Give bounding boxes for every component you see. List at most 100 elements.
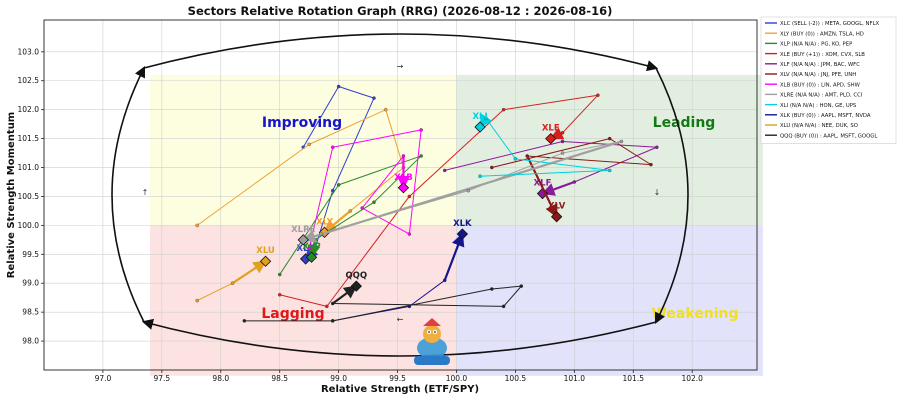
y-tick-label: 99.5 bbox=[22, 250, 39, 259]
trail-point bbox=[649, 162, 653, 167]
trail-point bbox=[419, 154, 423, 158]
trail-point bbox=[466, 188, 471, 193]
legend-entry: XLK (BUY (0)) : AAPL, MSFT, NVDA bbox=[780, 113, 871, 119]
trail-label: XLB bbox=[394, 173, 412, 183]
trail-segment bbox=[443, 232, 465, 281]
trail-segment bbox=[326, 196, 410, 307]
trail-point bbox=[484, 116, 488, 121]
trail-label: XLRE bbox=[291, 225, 316, 235]
x-tick-label: 102.0 bbox=[681, 374, 703, 383]
quadrant-label-leading: Leading bbox=[653, 115, 716, 131]
trail-head-marker bbox=[545, 132, 557, 145]
trail-point bbox=[277, 293, 282, 297]
y-tick-label: 101.5 bbox=[18, 134, 40, 143]
y-tick-label: 103.0 bbox=[18, 47, 40, 56]
trail-label: XLY bbox=[316, 217, 334, 227]
quadrant-improving bbox=[150, 74, 457, 226]
rotation-cycle-arrows: → ↓ ← ↑ bbox=[111, 33, 689, 357]
trail-point bbox=[319, 232, 323, 236]
plot-frame bbox=[43, 19, 758, 371]
trail-xle: XLE bbox=[277, 93, 600, 309]
trail-label: XLE bbox=[542, 124, 560, 134]
trail-label: XLC bbox=[297, 244, 315, 254]
legend-entry: XLV (N/A N/A) : JNJ, PFE, UNH bbox=[780, 72, 856, 78]
y-tick-label: 100.5 bbox=[18, 192, 40, 201]
trail-point bbox=[307, 246, 311, 251]
legend-entry: XLRE (N/A N/A) : AMT, PLD, CCI bbox=[780, 93, 863, 99]
y-tick-label: 102.0 bbox=[18, 105, 40, 114]
trail-segment bbox=[444, 141, 563, 171]
trail-segment bbox=[332, 129, 422, 148]
trail-segment bbox=[361, 207, 410, 235]
y-tick-label: 99.0 bbox=[22, 279, 39, 288]
cycle-direction-glyph: ↑ bbox=[142, 188, 149, 197]
quadrant-labels: Improving Leading Lagging Weakening bbox=[261, 115, 738, 322]
quadrant-leading bbox=[456, 74, 763, 226]
trail-point bbox=[384, 107, 388, 112]
quadrant-label-lagging: Lagging bbox=[261, 306, 324, 322]
trail-point bbox=[619, 139, 624, 144]
legend-entry: XLU (N/A N/A) : NEE, DUK, SO bbox=[780, 123, 858, 129]
trail-point bbox=[501, 304, 506, 309]
trail-segment bbox=[323, 210, 352, 234]
trail-head-marker bbox=[474, 121, 486, 133]
legend-entry: XLY (BUY (0)) : AMZN, TSLA, HD bbox=[780, 31, 864, 37]
trail-segment bbox=[338, 155, 422, 186]
trail-segment bbox=[385, 109, 404, 168]
trail-point bbox=[519, 284, 524, 288]
x-tick-label: 100.5 bbox=[505, 374, 527, 383]
legend-entry: XLC (SELL (-2)) : META, GOOGL, NFLX bbox=[780, 21, 880, 27]
trail-point bbox=[572, 180, 577, 184]
legend-box bbox=[760, 16, 897, 144]
trail-xli: XLI bbox=[472, 112, 612, 178]
trail-point bbox=[242, 319, 247, 323]
trail-head-marker bbox=[456, 228, 469, 240]
quadrant-label-improving: Improving bbox=[262, 115, 342, 131]
legend: XLC (SELL (-2)) : META, GOOGL, NFLX XLY (… bbox=[760, 16, 897, 144]
trail-point bbox=[560, 151, 565, 155]
trail-point bbox=[478, 174, 482, 178]
legend-entry: XLI (N/A N/A) : HON, GE, UPS bbox=[780, 103, 857, 109]
trail-point bbox=[330, 145, 335, 150]
plot-background bbox=[44, 20, 763, 376]
trail-segment bbox=[279, 184, 340, 275]
trail-point bbox=[560, 131, 565, 135]
trail-segment bbox=[409, 279, 445, 307]
cycle-arrow-3 bbox=[111, 65, 146, 323]
trail-segment bbox=[526, 155, 558, 218]
trail-segment bbox=[302, 86, 340, 148]
trail-point bbox=[325, 304, 329, 309]
trail-label: XLF bbox=[534, 179, 552, 189]
trail-segment bbox=[503, 285, 522, 307]
trail-point bbox=[401, 154, 406, 158]
trail-point bbox=[372, 200, 376, 204]
axes: Sectors Relative Rotation Graph (RRG) (2… bbox=[6, 4, 703, 395]
quadrant-weakening bbox=[456, 225, 763, 376]
trail-point bbox=[277, 272, 282, 277]
x-tick-label: 98.0 bbox=[212, 374, 229, 383]
trail-head-marker bbox=[297, 234, 309, 246]
trail-label: XLV bbox=[548, 202, 566, 212]
trail-segment bbox=[562, 94, 599, 134]
trail-point bbox=[442, 278, 447, 283]
trail-point bbox=[442, 168, 447, 173]
trail-segment bbox=[491, 285, 522, 290]
plot-border bbox=[43, 19, 758, 371]
trail-point bbox=[336, 183, 341, 187]
trail-label: XLP bbox=[302, 242, 320, 252]
trail-xlb: XLB bbox=[307, 128, 423, 251]
trail-point bbox=[348, 209, 353, 213]
trail-point bbox=[607, 168, 612, 173]
x-tick-label: 99.0 bbox=[330, 374, 347, 383]
trail-segment bbox=[361, 155, 404, 209]
trail-point bbox=[513, 157, 518, 161]
x-tick-label: 98.5 bbox=[271, 374, 288, 383]
trail-point bbox=[195, 298, 199, 303]
trail-point bbox=[330, 319, 335, 323]
trail-label: XLU bbox=[256, 246, 275, 256]
trail-segment bbox=[302, 140, 622, 243]
trail-segment bbox=[503, 94, 598, 111]
trail-point bbox=[490, 287, 494, 291]
trail-head-marker bbox=[550, 211, 563, 223]
